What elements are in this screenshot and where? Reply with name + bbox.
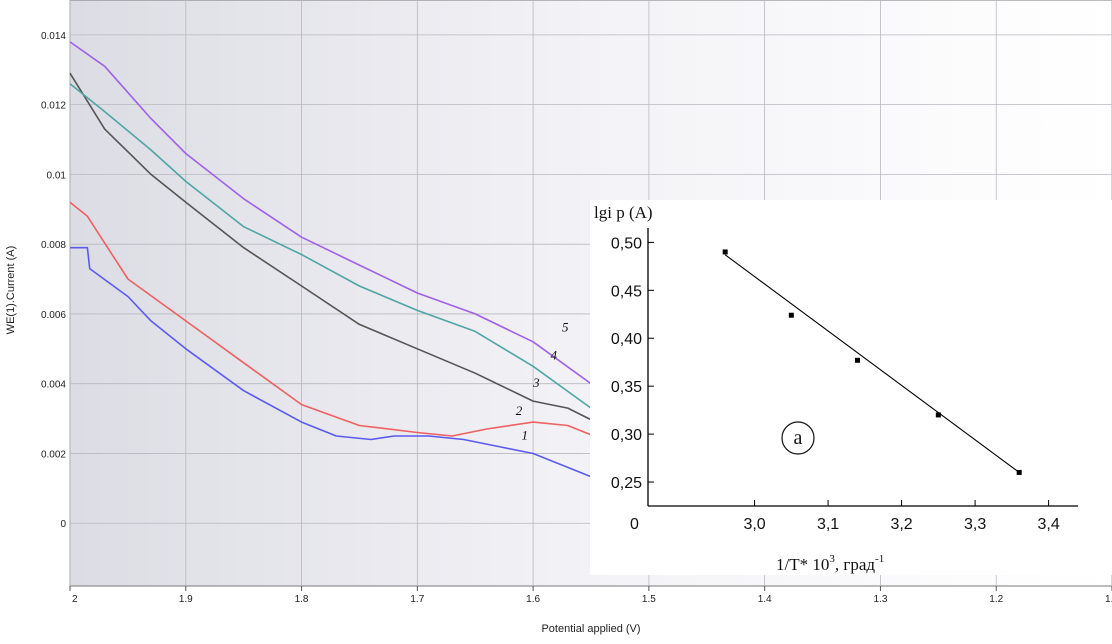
curve-label-2: 2: [516, 403, 523, 418]
curve-label-5: 5: [562, 319, 569, 334]
inset-x-title-unit-exp: -1: [875, 553, 884, 565]
x-tick-label: 1.8: [295, 594, 309, 605]
y-tick-label: 0.004: [41, 380, 66, 391]
y-tick-label: 0.006: [41, 310, 66, 321]
x-tick-label: 1.5: [642, 594, 656, 605]
main-x-ticks: 2 1.9 1.8 1.7 1.6 1.5 1.4 1.3 1.2 1.1: [69, 586, 1112, 605]
x-tick-label: 1.1: [1105, 594, 1112, 605]
y-tick-label: 0.008: [41, 240, 66, 251]
inset-y-tick-label: 0,40: [611, 331, 642, 348]
inset-data-point: [1016, 469, 1022, 475]
inset-y-tick-label: 0,50: [611, 235, 642, 252]
curve-label-1: 1: [522, 428, 529, 443]
inset-y-ticks: 0,25 0,30 0,35 0,40 0,45 0,50: [611, 235, 654, 492]
curve-label-3: 3: [532, 375, 540, 390]
x-tick-label: 1.4: [758, 594, 772, 605]
inset-x-title-base: 1/T* 10: [776, 555, 829, 574]
y-tick-label: 0.012: [41, 101, 66, 112]
inset-points: [722, 249, 1022, 475]
y-tick-label: 0.01: [47, 170, 67, 181]
inset-background: [590, 200, 1112, 575]
inset-chart: lgi p (A) 0 0,25 0,30 0,35 0,40 0,45 0,50 3,0…: [590, 200, 1112, 575]
inset-annotation-label: a: [794, 427, 803, 449]
inset-y-tick-label: 0,45: [611, 283, 642, 300]
inset-data-point: [722, 249, 728, 255]
x-axis-title: Potential applied (V): [541, 623, 640, 635]
inset-data-point: [788, 312, 794, 318]
inset-y-tick-label: 0,30: [611, 427, 642, 444]
inset-fit-line: [724, 254, 1020, 473]
inset-x-tick-label: 3,0: [743, 516, 765, 533]
y-tick-label: 0.002: [41, 449, 66, 460]
curve-label-4: 4: [550, 347, 557, 362]
inset-annotation-circle: [781, 421, 815, 455]
x-tick-label: 2: [72, 594, 78, 605]
inset-y-tick-label: 0,35: [611, 379, 642, 396]
inset-x-title: 1/T* 103, град-1: [776, 553, 884, 574]
inset-data-point: [935, 412, 941, 418]
main-y-ticks: 0 0.002 0.004 0.006 0.008 0.01 0.012 0.014: [41, 31, 66, 530]
x-tick-label: 1.9: [179, 594, 193, 605]
inset-x-tick-label: 3,3: [964, 516, 986, 533]
inset-x-title-unit: , град: [835, 555, 876, 574]
x-tick-label: 1.2: [989, 594, 1003, 605]
y-axis-title: WE(1).Current (A): [5, 246, 17, 335]
y-tick-label: 0: [60, 519, 66, 530]
inset-x-tick-label: 3,1: [817, 516, 839, 533]
x-tick-label: 1.3: [873, 594, 887, 605]
inset-y-title: lgi p (A): [594, 203, 653, 222]
inset-origin-label: 0: [630, 516, 639, 533]
inset-x-ticks: 3,0 3,1 3,2 3,3 3,4: [743, 500, 1060, 533]
inset-x-tick-label: 3,2: [890, 516, 912, 533]
x-tick-label: 1.7: [410, 594, 424, 605]
x-tick-label: 1.6: [526, 594, 540, 605]
inset-y-tick-label: 0,25: [611, 475, 642, 492]
inset-x-title-exp: 3: [829, 553, 835, 565]
y-tick-label: 0.014: [41, 31, 66, 42]
inset-data-point: [854, 357, 860, 363]
inset-x-tick-label: 3,4: [1037, 516, 1059, 533]
